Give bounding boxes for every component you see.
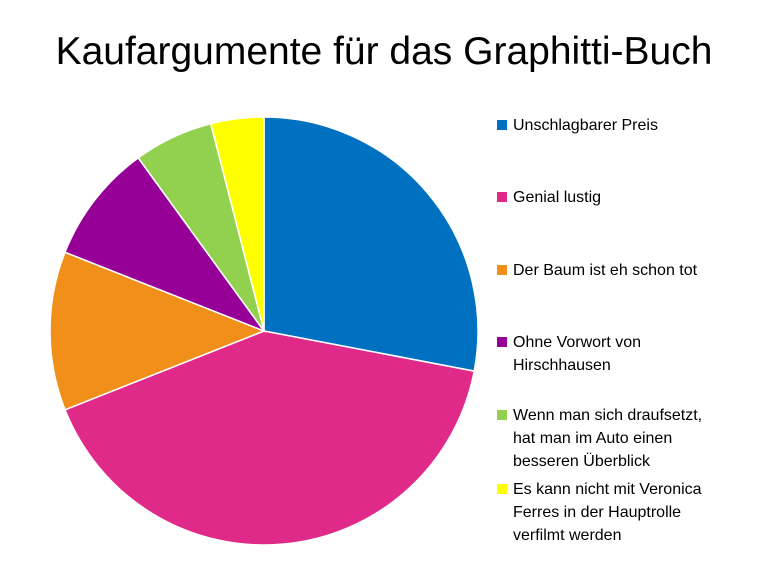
legend-swatch [497,192,507,202]
legend-label: Genial lustig [513,189,602,206]
pie-slice-2 [49,251,267,411]
legend-label: Der Baum ist eh schon tot [513,262,698,279]
legend-label: Wenn man sich draufsetzt, hat man im Aut… [513,407,703,470]
legend-label: Ohne Vorwort von Hirschhausen [513,334,642,374]
legend-swatch [497,337,507,347]
legend-item-genial-lustig: Genial lustig [497,186,762,209]
pie-slice-0 [263,116,479,372]
legend-label: Unschlagbarer Preis [513,117,658,134]
legend-swatch [497,265,507,275]
legend-swatch [497,484,507,494]
legend-item-veronica-ferres: Es kann nicht mit Veronica Ferres in der… [497,478,762,547]
pie-slice-3 [64,156,267,333]
legend-swatch [497,410,507,420]
legend-item-wenn-man-sich-draufsetzt: Wenn man sich draufsetzt, hat man im Aut… [497,404,762,473]
legend-item-ohne-vorwort: Ohne Vorwort von Hirschhausen [497,331,762,377]
chart-title: Kaufargumente für das Graphitti-Buch [55,30,713,73]
legend-label: Es kann nicht mit Veronica Ferres in der… [513,481,702,544]
legend-item-unschlagbarer-preis: Unschlagbarer Preis [497,114,762,137]
pie-slice-1 [64,330,476,546]
legend-item-der-baum: Der Baum ist eh schon tot [497,259,762,282]
pie-slice-5 [209,116,265,332]
legend-swatch [497,120,507,130]
